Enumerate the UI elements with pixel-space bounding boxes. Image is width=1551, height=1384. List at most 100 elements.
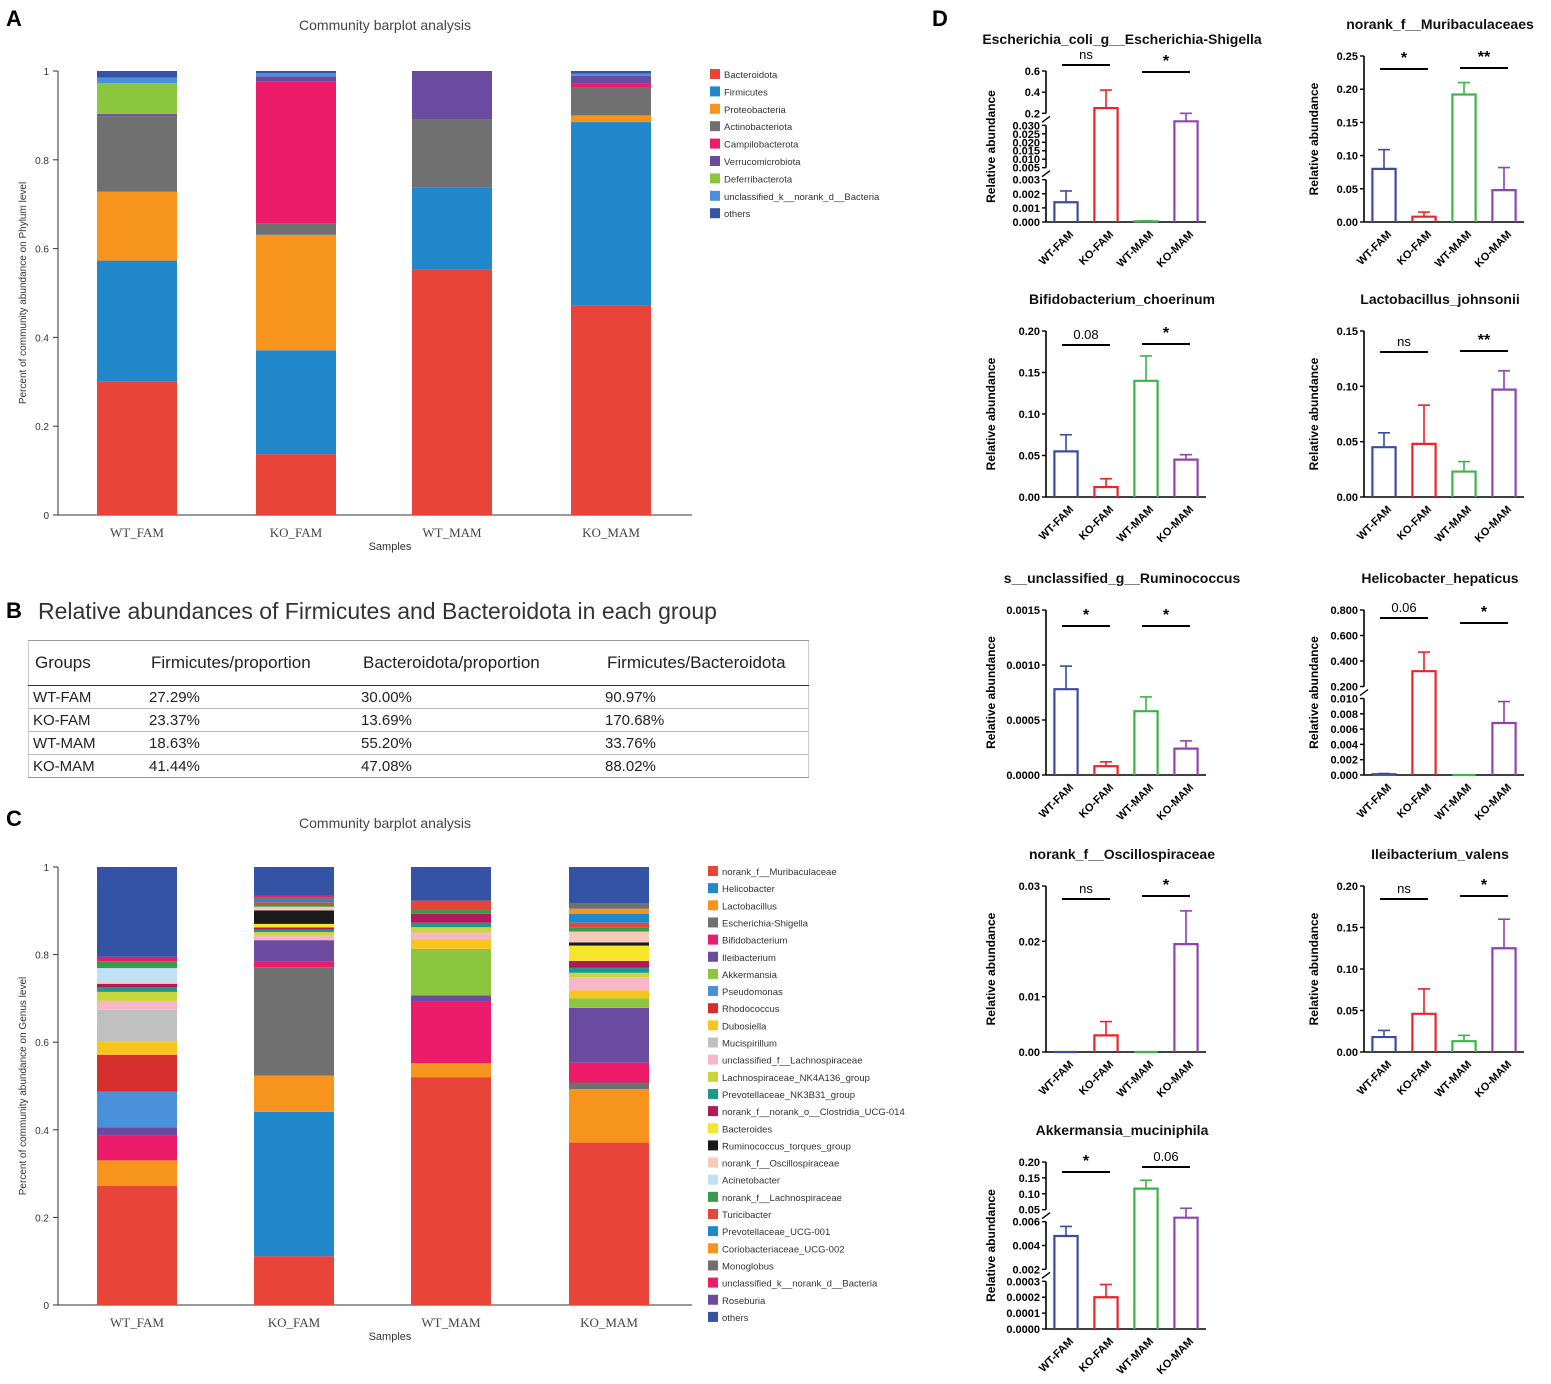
y-tick-label: 0.030	[1012, 120, 1040, 132]
legend-label: Firmicutes	[724, 87, 768, 98]
legend-swatch	[708, 1054, 718, 1065]
bar-segment	[412, 269, 492, 515]
x-tick-label: WT-MAM	[1115, 504, 1156, 545]
bar-segment	[569, 977, 649, 991]
y-axis-label: Relative abundance	[984, 90, 998, 203]
bar-segment	[97, 956, 177, 962]
bar-segment	[412, 119, 492, 188]
bar	[1451, 470, 1477, 497]
x-tick-label: WT-MAM	[1115, 1336, 1156, 1377]
y-tick-label: 0.008	[1330, 709, 1358, 721]
y-tick-label: 0.001	[1012, 203, 1040, 215]
significance-label: **	[1478, 49, 1491, 66]
bar-segment	[97, 1054, 177, 1092]
y-tick-label: 0.0000	[1006, 770, 1040, 782]
y-tick-label: 0.006	[1012, 1217, 1040, 1229]
legend-swatch	[708, 1088, 718, 1099]
y-tick-label: 0.15	[1019, 1173, 1040, 1185]
significance-label: **	[1478, 332, 1491, 349]
legend-swatch	[708, 866, 718, 876]
legend-swatch	[708, 1226, 718, 1237]
bar-segment	[97, 981, 177, 984]
x-tick-label: KO-MAM	[1473, 504, 1514, 545]
x-tick-label: KO-FAM	[1077, 229, 1116, 268]
legend-label: Bacteroidota	[724, 70, 778, 81]
bar-segment	[254, 961, 334, 968]
bar-segment	[571, 87, 651, 116]
x-tick-label: KO-MAM	[1473, 229, 1514, 270]
legend-swatch	[708, 968, 718, 979]
legend-label: Escherichia-Shigella	[722, 918, 809, 929]
bar-segment	[569, 1142, 649, 1305]
y-axis-label: Relative abundance	[1307, 636, 1321, 749]
y-tick-label: 0.00	[1337, 492, 1358, 504]
legend-label: unclassified_k__norank_d__Bacteria	[722, 1279, 878, 1290]
x-tick-label: WT-FAM	[1037, 1336, 1076, 1375]
bar	[1451, 1040, 1477, 1052]
bar-segment	[411, 909, 491, 914]
table-cell: WT-FAM	[28, 685, 145, 709]
bar-segment	[571, 83, 651, 88]
table-cell: 88.02%	[601, 754, 809, 778]
y-tick-label: 0.000	[1330, 770, 1358, 782]
table-cell: 55.20%	[357, 731, 601, 755]
y-tick-label: 0.10	[1337, 381, 1358, 393]
y-tick-label: 0.2	[35, 422, 49, 433]
legend-swatch	[710, 103, 720, 114]
bar-segment	[569, 1007, 649, 1063]
legend-label: Ruminococcus_torques_group	[722, 1141, 851, 1152]
bar-segment	[571, 115, 651, 123]
y-tick-label: 0.25	[1337, 51, 1358, 63]
y-tick-label: 0.006	[1330, 724, 1358, 736]
bar	[1053, 1234, 1079, 1329]
bar-segment	[97, 991, 177, 1001]
bar-segment	[569, 902, 649, 909]
legend-swatch	[710, 69, 720, 79]
y-tick-label: 0.15	[1337, 117, 1358, 129]
chart-title: Ileibacterium_valens	[1371, 846, 1509, 862]
bar	[1371, 446, 1397, 497]
bar-segment	[97, 983, 177, 988]
y-tick-label: 0.20	[1337, 84, 1358, 96]
bar-segment	[411, 913, 491, 923]
y-axis-label: Relative abundance	[984, 912, 998, 1025]
legend-label: norank_f__Oscillospiraceae	[722, 1159, 839, 1170]
x-tick-label: WT-MAM	[1433, 504, 1474, 545]
bar-segment	[411, 948, 491, 996]
bar-segment	[256, 350, 336, 455]
chart-title: Escherichia_coli_g__Escherichia-Shigella	[982, 31, 1262, 47]
axis-break-mark	[1041, 115, 1051, 123]
x-tick-label: KO-MAM	[1155, 1059, 1196, 1100]
bar-segment	[254, 967, 334, 1076]
x-tick-label: WT-FAM	[1037, 229, 1076, 268]
y-tick-label: 0.03	[1019, 881, 1040, 893]
bar	[1093, 106, 1119, 222]
bar-segment	[569, 945, 649, 961]
y-tick-label: 0.002	[1330, 755, 1358, 767]
bar	[1133, 710, 1159, 775]
bar-segment	[97, 1185, 177, 1305]
y-tick-label: 0.10	[1019, 1189, 1040, 1201]
table-cell: 27.29%	[145, 685, 357, 709]
bar	[1173, 458, 1199, 497]
legend-label: others	[724, 209, 751, 220]
bar-segment	[569, 927, 649, 932]
bar-segment	[254, 929, 334, 933]
y-tick-label: 0.10	[1337, 151, 1358, 163]
chart-title: Bifidobacterium_choerinum	[1029, 291, 1215, 307]
x-tick-label: KO-MAM	[1155, 782, 1196, 823]
legend-swatch	[708, 1260, 718, 1271]
x-tick-label: WT-FAM	[1355, 1059, 1394, 1098]
y-tick-label: 0.15	[1337, 326, 1358, 338]
legend-label: Lactobacillus	[722, 901, 777, 912]
bar	[1093, 485, 1119, 497]
bar	[1173, 120, 1199, 222]
bar-segment	[254, 932, 334, 936]
bar-segment	[97, 1160, 177, 1186]
legend-label: Rhodococcus	[722, 1004, 780, 1015]
bar-segment	[254, 940, 334, 962]
bar-segment	[97, 381, 177, 515]
bar-segment	[569, 867, 649, 903]
significance-label: ns	[1397, 334, 1411, 349]
legend-label: Prevotellaceae_NK3B31_group	[722, 1090, 855, 1101]
